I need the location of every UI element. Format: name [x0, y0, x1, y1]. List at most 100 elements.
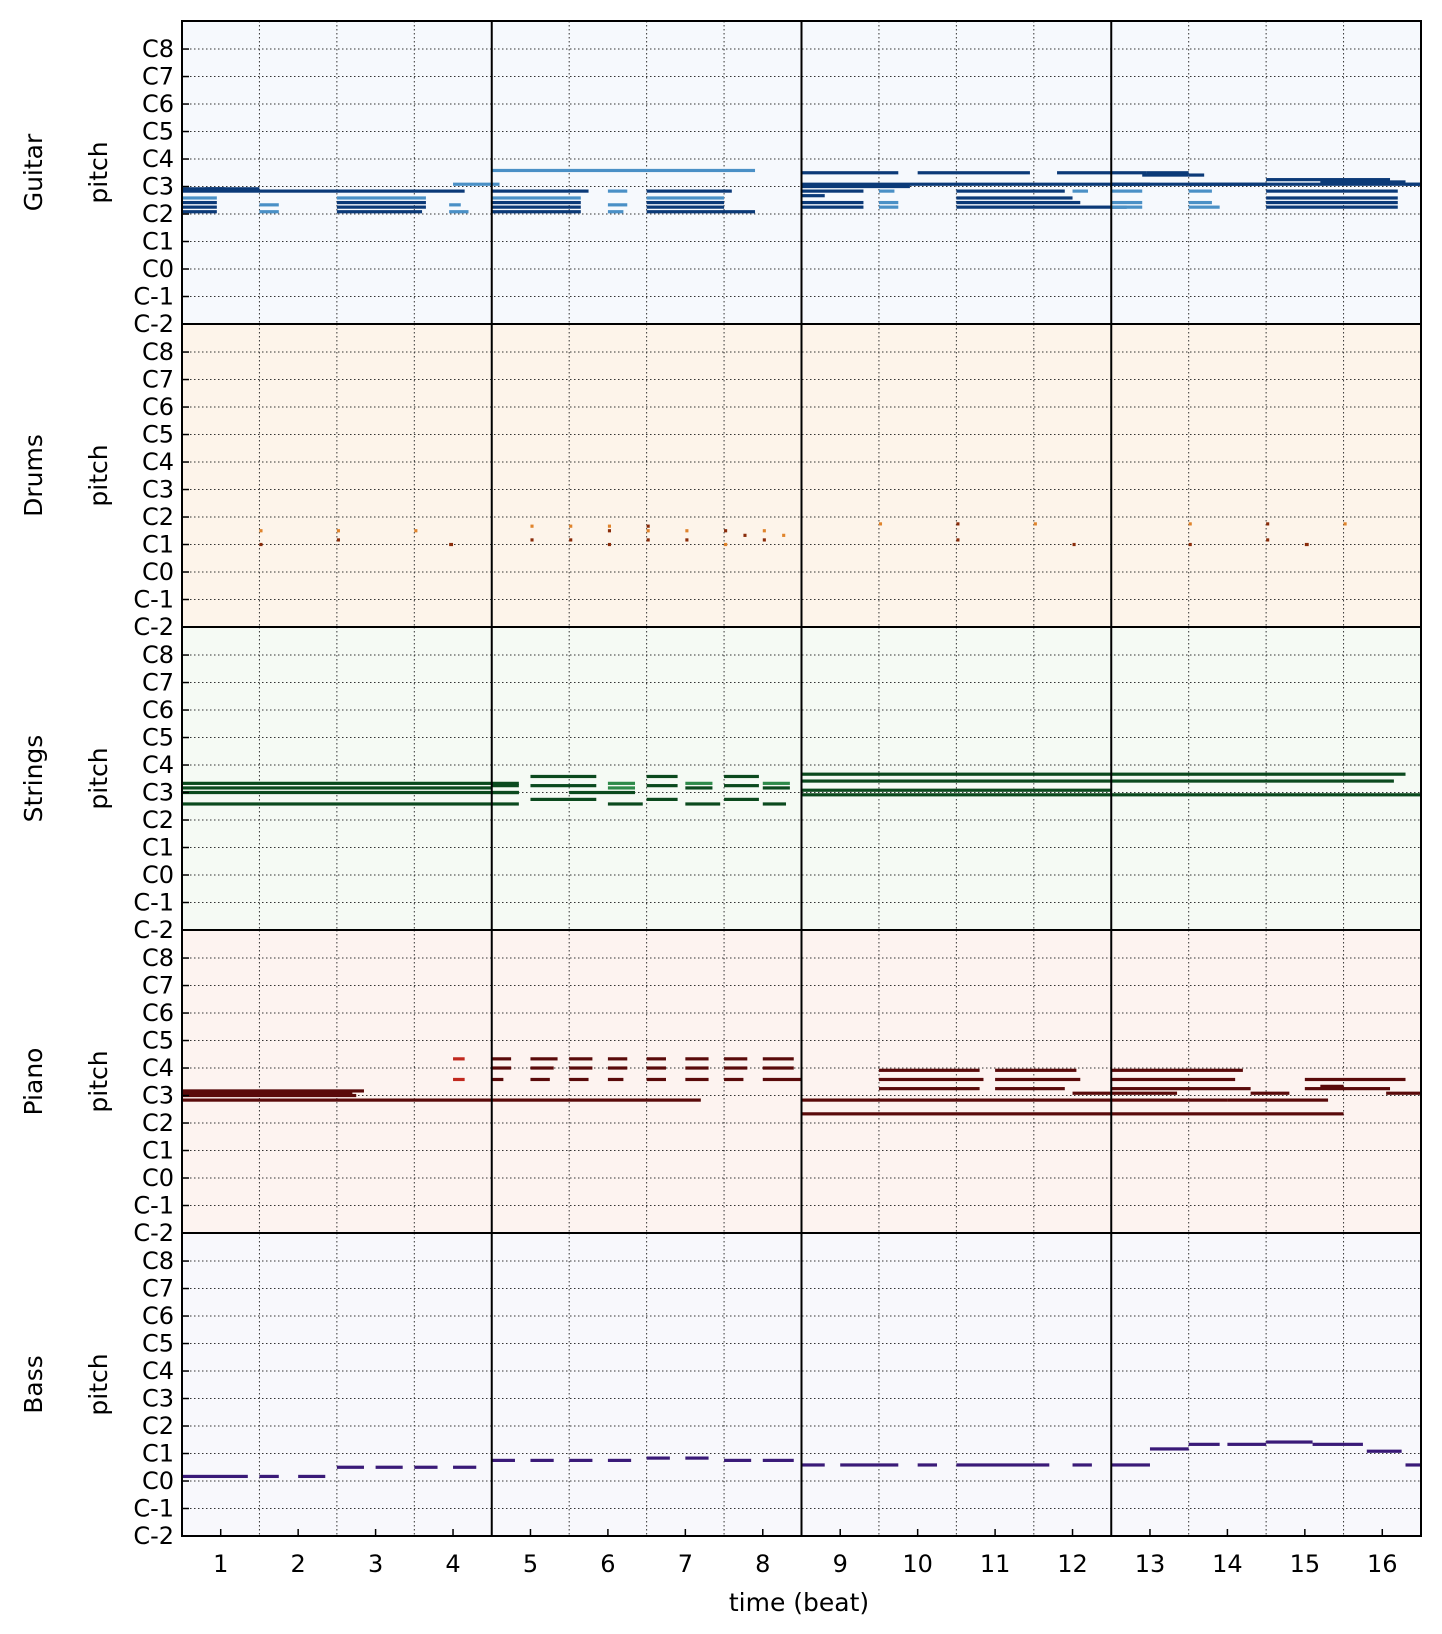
- note: [1250, 1091, 1290, 1095]
- y-tick-label: C2: [142, 200, 174, 228]
- note: [182, 196, 217, 200]
- note: [1188, 200, 1212, 205]
- note: [956, 522, 960, 526]
- note: [1266, 196, 1398, 200]
- note: [491, 205, 581, 209]
- y-tick-label: C5: [142, 118, 174, 146]
- y-tick-label: C7: [142, 63, 174, 91]
- note: [1072, 1463, 1092, 1467]
- note: [1142, 173, 1189, 177]
- note: [1266, 1440, 1313, 1444]
- note: [569, 1057, 593, 1061]
- note: [646, 1066, 666, 1070]
- y-tick-label: C1: [142, 1137, 174, 1165]
- y-tick-label: C8: [142, 641, 174, 669]
- note: [491, 196, 581, 200]
- note: [878, 205, 899, 209]
- note: [646, 1077, 666, 1082]
- note: [607, 786, 636, 790]
- track-name-label: Drums: [19, 434, 48, 517]
- note: [336, 529, 340, 533]
- note: [685, 1057, 709, 1061]
- note: [607, 802, 643, 806]
- note: [1146, 171, 1189, 175]
- note: [724, 1458, 752, 1462]
- note: [336, 210, 423, 214]
- x-tick-label: 15: [1290, 1550, 1321, 1578]
- note: [182, 1091, 353, 1095]
- note: [917, 171, 1030, 175]
- note: [530, 524, 534, 528]
- track-name-label: Guitar: [19, 133, 48, 211]
- note: [1057, 171, 1147, 175]
- note: [182, 790, 519, 795]
- note: [743, 533, 747, 537]
- note: [646, 1456, 670, 1460]
- note: [607, 529, 612, 533]
- y-tick-label: C1: [142, 228, 174, 256]
- note: [1111, 1112, 1344, 1116]
- note: [607, 210, 624, 214]
- note: [1111, 189, 1143, 193]
- note: [1266, 189, 1398, 193]
- x-tick-label: 9: [833, 1550, 848, 1578]
- note: [1033, 522, 1037, 526]
- y-tick-label: C-2: [133, 310, 174, 338]
- y-tick-label: C5: [142, 724, 174, 752]
- note: [1188, 173, 1205, 177]
- note: [956, 200, 1081, 205]
- note: [801, 779, 1394, 783]
- y-tick-label: C1: [142, 834, 174, 862]
- note: [685, 781, 713, 785]
- y-tick-label: C-1: [133, 586, 174, 614]
- note: [1188, 189, 1212, 193]
- note: [762, 1077, 802, 1082]
- note: [607, 781, 636, 785]
- note: [956, 205, 1127, 209]
- y-tick-label: C-1: [133, 283, 174, 311]
- x-tick-label: 14: [1212, 1550, 1243, 1578]
- note: [1111, 205, 1143, 209]
- note: [1188, 1442, 1220, 1446]
- y-tick-label: C7: [142, 669, 174, 697]
- note: [801, 205, 864, 209]
- x-axis-label: time (beat): [729, 1588, 869, 1617]
- note: [530, 797, 597, 801]
- note: [1188, 542, 1192, 547]
- note: [530, 1458, 554, 1462]
- note: [491, 168, 756, 173]
- note: [336, 205, 426, 209]
- x-tick-label: 10: [902, 1550, 933, 1578]
- note: [607, 189, 628, 193]
- note: [1304, 542, 1309, 547]
- note: [685, 1066, 709, 1070]
- y-tick-label: C-1: [133, 1192, 174, 1220]
- note: [607, 203, 628, 207]
- note: [607, 542, 612, 547]
- note: [801, 1463, 825, 1467]
- track-name-label: Bass: [19, 1355, 48, 1414]
- note: [1266, 178, 1391, 182]
- note: [607, 1057, 628, 1061]
- note: [878, 200, 899, 205]
- note: [956, 538, 960, 542]
- note: [1188, 522, 1192, 526]
- x-axis: 1 2 3 4 5 6 7 8 9 10 11 12 13 14 15 16: [213, 1529, 1398, 1578]
- note: [762, 802, 787, 806]
- note: [724, 542, 728, 547]
- x-tick-label: 3: [368, 1550, 383, 1578]
- y-tick-label: C4: [142, 1054, 174, 1082]
- note: [1405, 1463, 1421, 1467]
- y-tick-label: C-1: [133, 889, 174, 917]
- y-tick-label: C-2: [133, 613, 174, 641]
- note: [1266, 522, 1270, 526]
- note: [1111, 1463, 1150, 1467]
- y-tick-label: C3: [142, 173, 174, 201]
- note: [1227, 1442, 1267, 1446]
- note: [685, 538, 689, 542]
- note: [569, 1458, 593, 1462]
- y-tick-label: C0: [142, 558, 174, 586]
- note: [491, 790, 519, 795]
- y-tick-label: C4: [142, 1357, 174, 1385]
